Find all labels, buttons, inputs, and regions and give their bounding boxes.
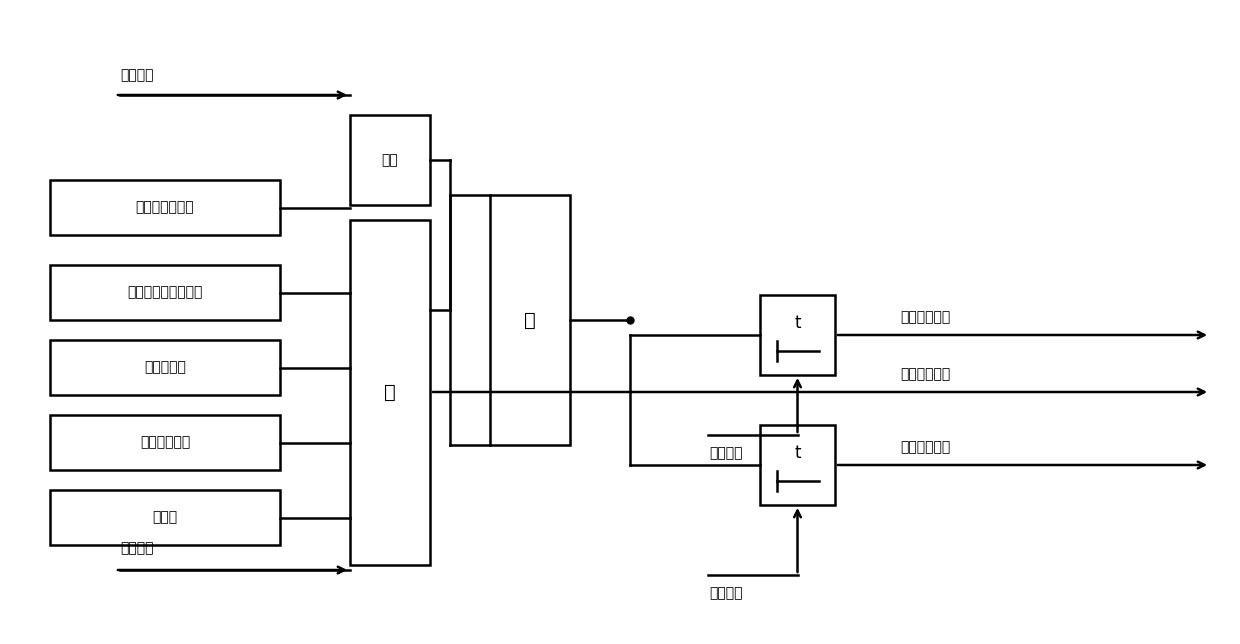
- Text: 系统切换命令: 系统切换命令: [900, 310, 950, 324]
- Bar: [760, 425, 835, 505]
- Text: 动作定值: 动作定值: [120, 68, 154, 82]
- Bar: [50, 340, 280, 395]
- Text: 与: 与: [525, 310, 536, 330]
- Bar: [50, 180, 280, 235]
- Text: 动作时间: 动作时间: [709, 586, 743, 600]
- Bar: [50, 265, 280, 320]
- Text: 双极闭锁命令: 双极闭锁命令: [900, 440, 950, 454]
- Text: 整流站: 整流站: [153, 511, 177, 524]
- Text: 直流运行中: 直流运行中: [144, 361, 186, 375]
- Text: 双极直流总功率: 双极直流总功率: [135, 200, 195, 214]
- Bar: [350, 115, 430, 205]
- Text: t: t: [795, 444, 801, 462]
- Text: 小于: 小于: [382, 153, 398, 167]
- Bar: [350, 220, 430, 565]
- Text: 切换时间: 切换时间: [709, 446, 743, 460]
- Text: 孤岛运行状态: 孤岛运行状态: [140, 435, 190, 450]
- Text: 功能激活状态: 功能激活状态: [900, 367, 950, 381]
- Bar: [50, 415, 280, 470]
- Bar: [50, 490, 280, 545]
- Text: 交流联络线功率越限: 交流联络线功率越限: [128, 285, 202, 299]
- Text: 功能投入: 功能投入: [120, 541, 154, 555]
- Bar: [490, 195, 570, 445]
- Text: 与: 与: [384, 383, 396, 402]
- Text: t: t: [795, 314, 801, 332]
- Bar: [760, 295, 835, 375]
